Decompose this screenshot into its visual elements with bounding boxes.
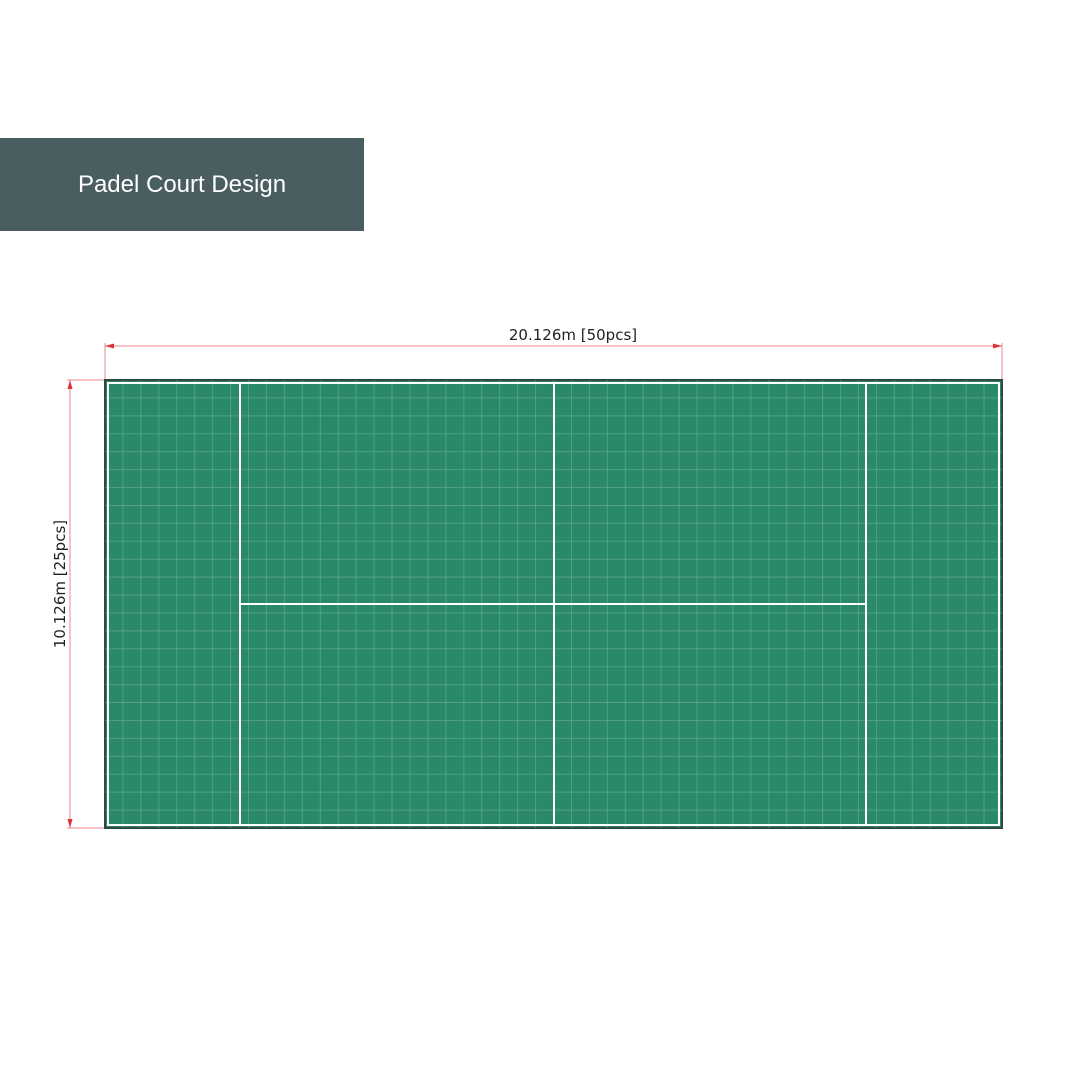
page-title: Padel Court Design [77, 170, 287, 198]
width-label: 20.126m [50pcs] [509, 326, 637, 344]
arrow-down-icon [67, 819, 73, 828]
width-dimension: 20.126m [50pcs] [104, 326, 1003, 380]
arrow-up-icon [67, 380, 73, 389]
height-label: 10.126m [25pcs] [51, 520, 69, 648]
height-dimension: 10.126m [25pcs] [51, 379, 105, 829]
arrow-left-icon [105, 343, 114, 349]
title-banner: Padel Court Design [0, 138, 364, 231]
arrow-right-icon [993, 343, 1002, 349]
court-lines [107, 382, 1000, 826]
